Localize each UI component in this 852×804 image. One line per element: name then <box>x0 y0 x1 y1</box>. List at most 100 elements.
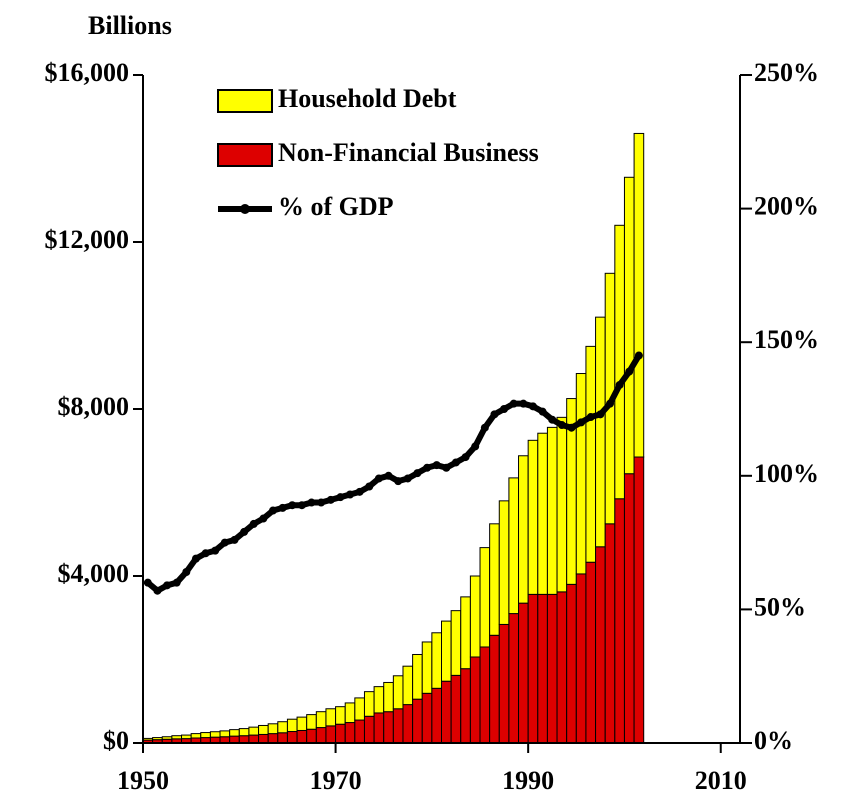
bar <box>431 632 443 689</box>
bar <box>604 523 616 744</box>
line-marker <box>634 351 643 360</box>
bar <box>315 711 327 729</box>
bar <box>267 723 279 735</box>
bar <box>546 426 558 595</box>
bar <box>441 680 452 744</box>
y2-tick-label: 200% <box>754 192 819 221</box>
bar <box>412 698 423 744</box>
line-marker <box>172 578 181 587</box>
bar <box>306 714 317 730</box>
y-tick-label: $16,000 <box>45 58 130 87</box>
line-marker <box>297 501 306 510</box>
bar <box>277 721 288 734</box>
bar <box>556 416 568 593</box>
bar <box>479 547 491 648</box>
x-tick-label: 1990 <box>502 766 554 795</box>
line-marker <box>259 514 268 523</box>
line-marker <box>509 399 518 408</box>
bar <box>248 734 260 744</box>
bar <box>392 675 404 710</box>
legend-swatch <box>217 89 273 113</box>
line-marker <box>182 567 191 576</box>
line-marker <box>528 402 537 411</box>
bar <box>537 593 548 744</box>
bar <box>267 733 279 744</box>
bar <box>402 704 414 744</box>
bar <box>469 656 481 744</box>
bar <box>585 561 597 744</box>
bar <box>392 708 404 744</box>
bar <box>383 681 394 713</box>
y2-tick-label: 50% <box>754 592 806 621</box>
bar <box>238 728 250 737</box>
bar <box>335 706 346 725</box>
bar <box>383 711 394 744</box>
bar <box>469 575 481 658</box>
line-marker <box>153 586 162 595</box>
bar <box>335 723 346 744</box>
bar <box>431 687 443 744</box>
line-marker <box>471 442 480 451</box>
line-marker <box>365 482 374 491</box>
line-marker <box>625 367 634 376</box>
bar <box>460 596 471 670</box>
bar <box>315 727 327 744</box>
y2-tick-label: 250% <box>754 58 819 87</box>
bar <box>171 735 183 740</box>
bar <box>402 665 414 706</box>
y-tick-label: $12,000 <box>45 225 130 254</box>
bar <box>566 583 577 744</box>
bar <box>479 646 491 744</box>
bar <box>373 686 385 714</box>
bar <box>575 573 587 744</box>
line-marker <box>500 405 509 413</box>
line-marker <box>336 493 345 502</box>
line-marker <box>317 498 326 507</box>
x-tick-label: 2010 <box>695 766 747 795</box>
line-marker <box>355 487 364 496</box>
bar <box>623 176 635 475</box>
line-marker <box>163 581 172 590</box>
line-marker <box>278 503 287 512</box>
bar <box>161 736 173 740</box>
bar <box>344 722 356 744</box>
bar <box>614 498 625 744</box>
bar <box>238 735 250 744</box>
bar <box>527 439 539 595</box>
bar <box>498 623 510 744</box>
bar <box>325 708 337 727</box>
bar <box>508 477 520 615</box>
y2-tick-label: 0% <box>754 726 793 755</box>
line-marker <box>538 407 547 416</box>
bar <box>306 728 317 744</box>
bar <box>363 691 375 717</box>
line <box>145 354 642 594</box>
bar <box>518 455 529 604</box>
line-marker <box>201 549 210 558</box>
bar <box>209 731 221 738</box>
bar <box>229 729 240 737</box>
bar <box>363 715 375 744</box>
y-tick-label: $4,000 <box>58 559 130 588</box>
bar <box>248 726 260 736</box>
bar <box>498 500 510 625</box>
legend-label: Household Debt <box>278 84 457 113</box>
bar <box>354 697 365 721</box>
line-marker <box>519 399 528 408</box>
x-tick-label: 1970 <box>310 766 362 795</box>
line-marker <box>240 527 249 536</box>
line-marker <box>374 474 383 483</box>
line-marker <box>403 474 412 483</box>
line-marker <box>548 415 557 424</box>
line-marker <box>143 578 152 587</box>
bar <box>575 373 587 575</box>
y2-tick-label: 150% <box>754 325 819 354</box>
bar <box>344 702 356 724</box>
bar <box>258 724 269 735</box>
line-marker <box>606 399 615 408</box>
bar <box>200 732 211 739</box>
legend-swatch <box>217 143 273 167</box>
bar <box>219 730 231 738</box>
bar <box>286 731 298 744</box>
bar <box>633 132 645 458</box>
